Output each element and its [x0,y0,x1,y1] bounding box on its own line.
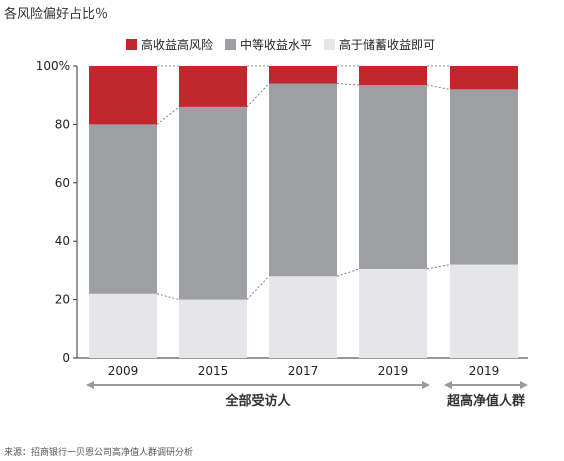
bar-segment-high [89,66,157,125]
legend-swatch-mid [225,39,237,50]
y-tick-label: 20 [55,293,70,307]
group-arrow-uhnw-head-right [520,381,528,389]
chart-title: 各风险偏好占比％ [4,7,109,22]
connector-line [246,275,270,300]
x-tick-label: 2017 [288,364,319,378]
bar-segment-mid [450,89,518,265]
legend-item-high: 高收益高风险 [126,36,213,53]
bar-segment-mid [179,106,247,300]
connector-line [336,83,360,86]
group-arrow-all-head-left [86,381,94,389]
bar-segment-mid [269,83,337,277]
group-arrow-uhnw-head-left [444,381,452,389]
bar-segment-mid [89,124,157,294]
connector-line [426,84,451,90]
connector-line [246,83,270,108]
bar-segment-high [269,66,337,84]
y-tick-label: 60 [55,176,70,190]
legend-swatch-low [324,39,336,50]
y-tick-label: 0 [62,351,70,365]
bar-segment-low [89,293,157,358]
legend-item-mid: 中等收益水平 [225,36,312,53]
y-tick-label: 40 [55,234,70,248]
legend-swatch-high [126,39,137,50]
bar-segment-low [359,268,427,358]
legend: 高收益高风险 中等收益水平 高于储蓄收益即可 [126,36,447,53]
y-tick-label: 100% [36,59,70,73]
bar-segment-low [450,264,518,358]
connector-line [156,106,180,125]
group-label-uhnw: 超高净值人群 [447,393,525,409]
group-arrow-all-head-right [422,381,430,389]
x-tick-label: 2009 [108,364,139,378]
x-tick-label: 2019 [378,364,409,378]
legend-label-low: 高于储蓄收益即可 [339,38,436,52]
connector-line [426,264,451,270]
bar-segment-low [179,299,247,358]
bar-segment-high [450,66,518,90]
legend-label-mid: 中等收益水平 [240,38,313,52]
bar-segment-mid [359,84,427,269]
connector-line [156,293,180,300]
legend-item-low: 高于储蓄收益即可 [324,36,435,53]
source-note: 来源：招商银行一贝恩公司高净值人群调研分析 [4,448,194,458]
legend-label-high: 高收益高风险 [141,38,214,52]
group-label-all: 全部受访人 [224,393,291,409]
x-tick-label: 2015 [198,364,229,378]
bar-segment-low [269,276,337,358]
x-tick-label: 2019 [469,364,500,378]
bar-segment-high [359,66,427,85]
connector-line [336,268,360,277]
y-tick-label: 80 [55,117,70,131]
bar-segment-high [179,66,247,107]
